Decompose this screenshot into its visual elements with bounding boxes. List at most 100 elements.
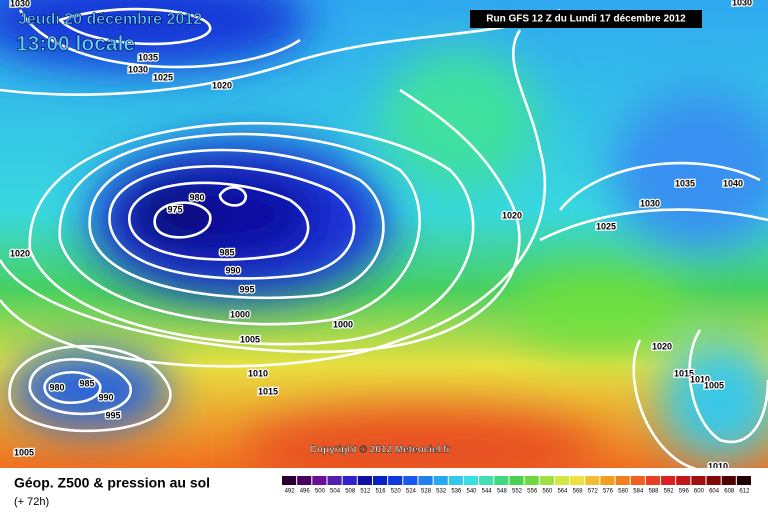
scale-swatch [630, 476, 645, 485]
scale-swatch [327, 476, 342, 485]
scale-swatch [479, 476, 494, 485]
scale-swatch [691, 476, 706, 485]
scale-swatch [615, 476, 630, 485]
scale-label: 580 [618, 489, 629, 495]
scale-swatch [585, 476, 600, 485]
isobar-lines [0, 7, 768, 472]
scale-swatch [539, 476, 554, 485]
run-box [470, 10, 702, 28]
scale-swatch [312, 476, 327, 485]
scale-label: 568 [573, 489, 584, 495]
isobar-label: 1010 [690, 374, 710, 384]
isobar-label: 995 [239, 284, 254, 294]
forecast-date: Jeudi 20 décembre 2012 [18, 11, 202, 28]
scale-label: 608 [724, 489, 735, 495]
isobar-label: 990 [98, 392, 113, 402]
scale-label: 512 [360, 489, 371, 495]
isobar-label: 1010 [248, 368, 268, 378]
scale-swatch [524, 476, 539, 485]
scale-label: 500 [315, 489, 326, 495]
run-info: Run GFS 12 Z du Lundi 17 décembre 2012 [486, 14, 686, 25]
scale-label: 516 [376, 489, 387, 495]
copyright: Copyright © 2012 Meteociel.fr [310, 445, 451, 456]
isobar-label: 1025 [153, 72, 173, 82]
scale-label: 556 [527, 489, 538, 495]
scale-label: 520 [391, 489, 402, 495]
scale-label: 548 [497, 489, 508, 495]
scale-swatch [388, 476, 403, 485]
scale-swatch [645, 476, 661, 485]
scale-label: 612 [739, 489, 750, 495]
scale-swatch [494, 476, 509, 485]
isobar-label: 1020 [10, 248, 30, 258]
legend-title: Géop. Z500 & pression au sol [14, 475, 210, 491]
scale-swatch [448, 476, 463, 485]
isobar-label: 1000 [230, 309, 250, 319]
scale-label: 588 [648, 489, 659, 495]
scale-label: 536 [451, 489, 462, 495]
isobar-label: 1020 [652, 341, 672, 351]
legend-lead: (+ 72h) [14, 496, 49, 508]
scale-swatch [403, 476, 418, 485]
scale-swatch [342, 476, 357, 485]
scale-label: 504 [330, 489, 341, 495]
isobar-label: 1030 [10, 0, 30, 8]
isobar-label: 985 [219, 247, 234, 257]
scale-swatch [600, 476, 615, 485]
scale-swatch [282, 476, 297, 485]
scale-swatch [357, 476, 372, 485]
isobar-label: 1000 [333, 319, 353, 329]
scale-label: 532 [436, 489, 447, 495]
scale-label: 584 [633, 489, 644, 495]
scale-swatch [418, 476, 433, 485]
scale-label: 576 [603, 489, 614, 495]
legend-band [0, 468, 768, 512]
scale-label: 524 [406, 489, 417, 495]
isobar-label: 1030 [732, 0, 752, 7]
isobar-label: 1005 [240, 334, 260, 344]
isobar-label: 1005 [14, 447, 34, 457]
isobar-label: 1020 [502, 210, 522, 220]
color-scale: 492 496 500 504 508 512 516 520 524 528 532 536 540 5… [282, 476, 751, 495]
isobar-label: 1005 [704, 380, 724, 390]
isobar-label: 1025 [596, 221, 616, 231]
scale-label: 560 [542, 489, 553, 495]
forecast-time: 13:00 locale [16, 33, 135, 56]
scale-label: 496 [300, 489, 311, 495]
scale-swatch [736, 476, 751, 485]
isobar-label: 1020 [212, 80, 232, 90]
isobar-label: 1030 [640, 198, 660, 208]
isobar-label: 990 [225, 265, 240, 275]
scale-label: 492 [285, 489, 296, 495]
scale-swatch [706, 476, 721, 485]
isobar-label: 975 [167, 204, 182, 214]
scale-label: 596 [679, 489, 690, 495]
scale-label: 592 [664, 489, 675, 495]
scale-label: 552 [512, 489, 523, 495]
isobar-label: 1040 [723, 178, 743, 188]
scale-label: 564 [557, 489, 568, 495]
isobar-label: 1015 [674, 368, 694, 378]
scale-swatch [554, 476, 570, 485]
isobar-label: 985 [79, 378, 94, 388]
scale-swatch [661, 476, 676, 485]
scale-swatch [372, 476, 388, 485]
isobar-labels: 1030 1035 1030 1025 1020 980 975 985 990 995 1000 1… [9, 0, 754, 473]
scale-swatch [433, 476, 448, 485]
scale-swatch [721, 476, 736, 485]
isobar-label: 980 [49, 382, 64, 392]
isobar-label: 1030 [128, 64, 148, 74]
isobar-label: 1035 [675, 178, 695, 188]
scale-swatch [676, 476, 691, 485]
scale-label: 508 [345, 489, 356, 495]
scale-swatch [570, 476, 585, 485]
scale-label: 572 [588, 489, 599, 495]
scale-label: 604 [709, 489, 720, 495]
scale-label: 540 [467, 489, 478, 495]
isobar-label: 1015 [258, 386, 278, 396]
isobar-label: 1035 [138, 52, 158, 62]
isobar-label: 995 [105, 410, 120, 420]
scale-swatch [509, 476, 524, 485]
